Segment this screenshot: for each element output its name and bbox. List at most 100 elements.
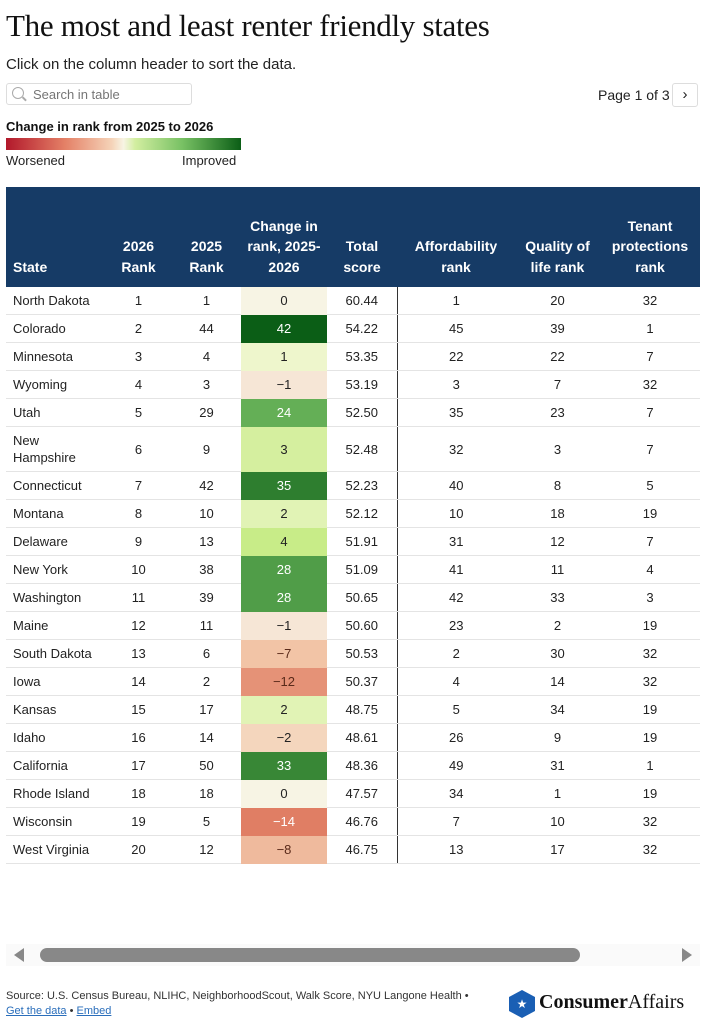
cell-rank-2026: 9 xyxy=(105,527,172,556)
scroll-right-icon[interactable] xyxy=(682,948,692,962)
cell-tenant-protections: 7 xyxy=(600,342,700,371)
table-row: California 17 50 33 48.36 49 31 1 xyxy=(6,751,700,780)
cell-state: Idaho xyxy=(6,723,105,752)
column-header-change[interactable]: Change in rank, 2025-2026 xyxy=(241,187,327,287)
table-row: Wisconsin 19 5 −14 46.76 7 10 32 xyxy=(6,807,700,836)
cell-rank-2026: 17 xyxy=(105,751,172,780)
cell-tenant-protections: 4 xyxy=(600,555,700,584)
cell-state: Rhode Island xyxy=(6,779,105,808)
cell-change: −12 xyxy=(241,667,327,696)
cell-rank-2026: 8 xyxy=(105,499,172,528)
cell-change: 28 xyxy=(241,555,327,584)
column-header-rank-2025[interactable]: 2025 Rank xyxy=(172,187,241,287)
scrollbar-thumb[interactable] xyxy=(40,948,580,962)
cell-rank-2026: 4 xyxy=(105,370,172,399)
cell-change: 35 xyxy=(241,471,327,500)
star-icon: ★ xyxy=(509,990,535,1018)
cell-affordability: 45 xyxy=(397,314,515,343)
cell-change: −1 xyxy=(241,611,327,640)
cell-affordability: 3 xyxy=(397,370,515,399)
cell-change: 1 xyxy=(241,342,327,371)
cell-total-score: 48.75 xyxy=(327,695,398,724)
cell-total-score: 50.37 xyxy=(327,667,398,696)
cell-quality-of-life: 23 xyxy=(515,398,600,427)
cell-affordability: 40 xyxy=(397,471,515,500)
cell-affordability: 4 xyxy=(397,667,515,696)
cell-rank-2026: 15 xyxy=(105,695,172,724)
cell-affordability: 31 xyxy=(397,527,515,556)
cell-rank-2026: 6 xyxy=(105,426,172,472)
cell-total-score: 51.09 xyxy=(327,555,398,584)
cell-state: South Dakota xyxy=(6,639,105,668)
search-box[interactable] xyxy=(6,83,192,105)
cell-rank-2025: 18 xyxy=(172,779,241,808)
cell-total-score: 46.76 xyxy=(327,807,398,836)
cell-tenant-protections: 32 xyxy=(600,807,700,836)
cell-change: 3 xyxy=(241,426,327,472)
cell-total-score: 53.19 xyxy=(327,370,398,399)
cell-change: −2 xyxy=(241,723,327,752)
cell-change: −8 xyxy=(241,835,327,864)
cell-rank-2025: 44 xyxy=(172,314,241,343)
table-row: Delaware 9 13 4 51.91 31 12 7 xyxy=(6,527,700,556)
cell-tenant-protections: 32 xyxy=(600,370,700,399)
table-row: Rhode Island 18 18 0 47.57 34 1 19 xyxy=(6,779,700,808)
cell-affordability: 42 xyxy=(397,583,515,612)
column-header-rank-2026[interactable]: 2026 Rank xyxy=(105,187,172,287)
cell-state: New York xyxy=(6,555,105,584)
cell-state: Kansas xyxy=(6,695,105,724)
table-row: Iowa 14 2 −12 50.37 4 14 32 xyxy=(6,667,700,696)
cell-total-score: 46.75 xyxy=(327,835,398,864)
cell-quality-of-life: 34 xyxy=(515,695,600,724)
cell-total-score: 48.36 xyxy=(327,751,398,780)
table-row: Utah 5 29 24 52.50 35 23 7 xyxy=(6,398,700,427)
cell-tenant-protections: 19 xyxy=(600,779,700,808)
embed-link[interactable]: Embed xyxy=(76,1005,112,1017)
cell-tenant-protections: 19 xyxy=(600,695,700,724)
scroll-left-icon[interactable] xyxy=(14,948,24,962)
column-header-quality-of-life[interactable]: Quality of life rank xyxy=(515,187,600,287)
cell-total-score: 52.50 xyxy=(327,398,398,427)
cell-rank-2025: 6 xyxy=(172,639,241,668)
search-input[interactable] xyxy=(31,86,190,103)
column-header-affordability[interactable]: Affordability rank xyxy=(397,187,515,287)
cell-affordability: 5 xyxy=(397,695,515,724)
cell-state: Maine xyxy=(6,611,105,640)
cell-rank-2025: 38 xyxy=(172,555,241,584)
cell-change: 2 xyxy=(241,499,327,528)
table-row: South Dakota 13 6 −7 50.53 2 30 32 xyxy=(6,639,700,668)
cell-total-score: 50.53 xyxy=(327,639,398,668)
cell-quality-of-life: 2 xyxy=(515,611,600,640)
cell-affordability: 35 xyxy=(397,398,515,427)
cell-affordability: 34 xyxy=(397,779,515,808)
cell-affordability: 13 xyxy=(397,835,515,864)
column-header-total-score[interactable]: Total score xyxy=(327,187,397,287)
subtitle: Click on the column header to sort the d… xyxy=(6,56,297,73)
next-page-button[interactable]: › xyxy=(672,83,698,107)
cell-change: −14 xyxy=(241,807,327,836)
cell-state: Washington xyxy=(6,583,105,612)
get-data-link[interactable]: Get the data xyxy=(6,1005,67,1017)
cell-quality-of-life: 33 xyxy=(515,583,600,612)
column-header-tenant-protections[interactable]: Tenant protections rank xyxy=(600,187,700,287)
horizontal-scrollbar[interactable] xyxy=(6,944,700,966)
cell-quality-of-life: 17 xyxy=(515,835,600,864)
cell-affordability: 2 xyxy=(397,639,515,668)
cell-rank-2026: 20 xyxy=(105,835,172,864)
cell-quality-of-life: 18 xyxy=(515,499,600,528)
cell-total-score: 50.60 xyxy=(327,611,398,640)
cell-rank-2025: 39 xyxy=(172,583,241,612)
cell-state: Colorado xyxy=(6,314,105,343)
cell-affordability: 23 xyxy=(397,611,515,640)
cell-tenant-protections: 32 xyxy=(600,287,700,315)
cell-state: Utah xyxy=(6,398,105,427)
cell-change: 4 xyxy=(241,527,327,556)
cell-total-score: 53.35 xyxy=(327,342,398,371)
cell-total-score: 47.57 xyxy=(327,779,398,808)
column-header-state[interactable]: State xyxy=(6,187,105,287)
table-row: Idaho 16 14 −2 48.61 26 9 19 xyxy=(6,723,700,752)
cell-rank-2026: 18 xyxy=(105,779,172,808)
cell-state: North Dakota xyxy=(6,287,105,315)
legend-color-scale xyxy=(6,138,241,150)
cell-state: West Virginia xyxy=(6,835,105,864)
